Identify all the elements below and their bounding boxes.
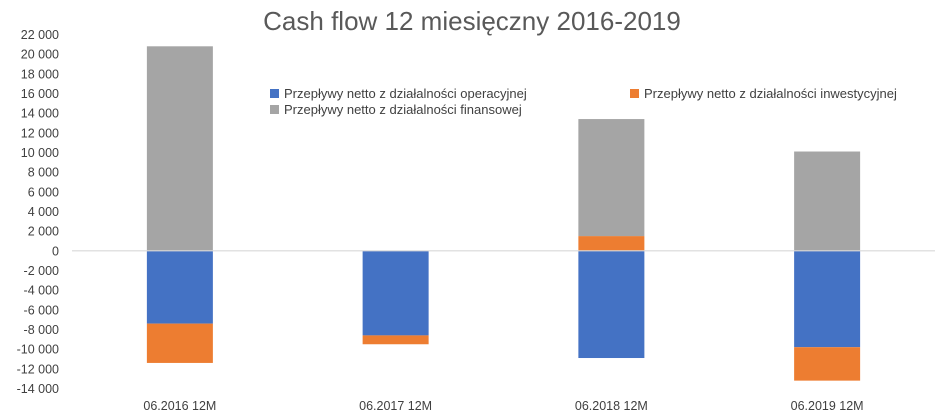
y-tick-label: -14 000 [17, 382, 59, 396]
y-tick-label: -12 000 [17, 362, 59, 376]
legend-label-financing: Przepływy netto z działalności finansowe… [284, 102, 522, 117]
bar-segment [146, 250, 213, 324]
bar-segment [362, 335, 429, 345]
legend-swatch-financing [270, 105, 279, 114]
bar-segment [794, 250, 861, 348]
y-tick-label: 2 000 [28, 225, 59, 239]
legend-label-operating: Przepływy netto z działalności operacyjn… [284, 86, 527, 101]
y-tick-label: -4 000 [24, 284, 59, 298]
y-tick-label: 18 000 [21, 67, 59, 81]
y-tick-label: -6 000 [24, 303, 59, 317]
y-tick-label: 4 000 [28, 205, 59, 219]
bar-segment [578, 119, 645, 237]
bar-segment [578, 250, 645, 359]
y-tick-label: 14 000 [21, 107, 59, 121]
y-tick-label: -10 000 [17, 343, 59, 357]
y-tick-label: 12 000 [21, 126, 59, 140]
y-tick-label: -2 000 [24, 264, 59, 278]
bar-segment [362, 250, 429, 336]
legend-label-investing: Przepływy netto z działalności inwestycy… [644, 86, 897, 101]
bar-segment [146, 323, 213, 363]
x-tick-label: 06.2019 12M [791, 399, 864, 413]
y-tick-label: -8 000 [24, 323, 59, 337]
legend-item-investing: Przepływy netto z działalności inwestycy… [630, 86, 897, 101]
legend-swatch-operating [270, 89, 279, 98]
bar-segment [146, 46, 213, 251]
y-tick-label: 16 000 [21, 87, 59, 101]
y-tick-label: 22 000 [21, 28, 59, 42]
legend-swatch-investing [630, 89, 639, 98]
bar-segment [578, 236, 645, 251]
y-tick-label: 10 000 [21, 146, 59, 160]
y-tick-label: 20 000 [21, 48, 59, 62]
y-tick-label: 0 [52, 244, 59, 258]
bar-segment [794, 151, 861, 251]
x-tick-label: 06.2016 12M [143, 399, 216, 413]
y-tick-label: 8 000 [28, 166, 59, 180]
legend-item-financing: Przepływy netto z działalności finansowe… [270, 102, 522, 117]
y-tick-label: 6 000 [28, 185, 59, 199]
x-tick-label: 06.2018 12M [575, 399, 648, 413]
chart-title: Cash flow 12 miesięczny 2016-2019 [263, 6, 681, 36]
bar-segment [794, 347, 861, 381]
x-tick-label: 06.2017 12M [359, 399, 432, 413]
legend-item-operating: Przepływy netto z działalności operacyjn… [270, 86, 527, 101]
